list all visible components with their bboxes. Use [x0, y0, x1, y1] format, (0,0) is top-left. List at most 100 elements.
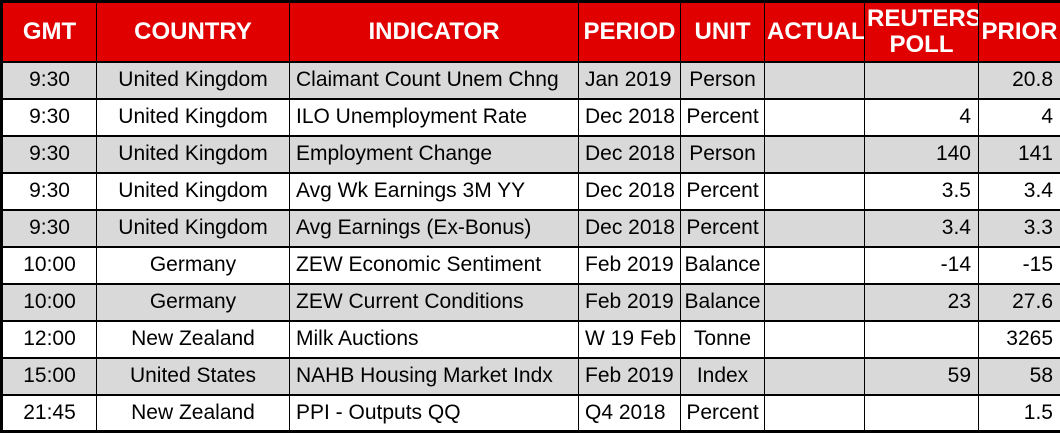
cell-unit: Percent: [681, 173, 765, 210]
cell-gmt: 12:00: [2, 321, 97, 358]
cell-unit: Index: [681, 358, 765, 395]
column-header-period: PERIOD: [579, 2, 681, 62]
column-header-prior: PRIOR: [979, 2, 1060, 62]
cell-indicator: ZEW Economic Sentiment: [290, 247, 579, 284]
table-row: 21:45 New Zealand PPI - Outputs QQ Q4 20…: [2, 395, 1060, 432]
cell-gmt: 9:30: [2, 62, 97, 99]
cell-actual: [765, 358, 865, 395]
cell-reuters-poll: 23: [865, 284, 979, 321]
cell-unit: Person: [681, 62, 765, 99]
cell-prior: 3.3: [979, 210, 1060, 247]
cell-actual: [765, 62, 865, 99]
cell-country: United Kingdom: [97, 136, 290, 173]
table-row: 10:00 Germany ZEW Economic Sentiment Feb…: [2, 247, 1060, 284]
table-row: 9:30 United Kingdom Claimant Count Unem …: [2, 62, 1060, 99]
column-header-reuters-poll: REUTERS POLL: [865, 2, 979, 62]
cell-reuters-poll: [865, 395, 979, 432]
cell-reuters-poll: 3.4: [865, 210, 979, 247]
table-row: 10:00 Germany ZEW Current Conditions Feb…: [2, 284, 1060, 321]
table-row: 9:30 United Kingdom Avg Earnings (Ex-Bon…: [2, 210, 1060, 247]
cell-period: Dec 2018: [579, 173, 681, 210]
column-header-gmt: GMT: [2, 2, 97, 62]
cell-period: Dec 2018: [579, 210, 681, 247]
cell-unit: Person: [681, 136, 765, 173]
cell-prior: -15: [979, 247, 1060, 284]
cell-gmt: 10:00: [2, 247, 97, 284]
column-header-indicator: INDICATOR: [290, 2, 579, 62]
cell-period: Q4 2018: [579, 395, 681, 432]
cell-period: Feb 2019: [579, 284, 681, 321]
cell-gmt: 21:45: [2, 395, 97, 432]
cell-indicator: NAHB Housing Market Indx: [290, 358, 579, 395]
cell-reuters-poll: 4: [865, 99, 979, 136]
table-row: 12:00 New Zealand Milk Auctions W 19 Feb…: [2, 321, 1060, 358]
column-header-actual: ACTUAL: [765, 2, 865, 62]
cell-country: United Kingdom: [97, 210, 290, 247]
header-row: GMT COUNTRY INDICATOR PERIOD UNIT ACTUAL…: [2, 2, 1060, 62]
cell-indicator: ILO Unemployment Rate: [290, 99, 579, 136]
cell-country: Germany: [97, 284, 290, 321]
cell-reuters-poll: 3.5: [865, 173, 979, 210]
cell-period: Dec 2018: [579, 136, 681, 173]
cell-unit: Tonne: [681, 321, 765, 358]
cell-gmt: 10:00: [2, 284, 97, 321]
cell-actual: [765, 136, 865, 173]
cell-gmt: 9:30: [2, 173, 97, 210]
cell-country: United States: [97, 358, 290, 395]
cell-actual: [765, 395, 865, 432]
cell-country: United Kingdom: [97, 62, 290, 99]
cell-indicator: Milk Auctions: [290, 321, 579, 358]
cell-indicator: ZEW Current Conditions: [290, 284, 579, 321]
cell-prior: 27.6: [979, 284, 1060, 321]
cell-reuters-poll: [865, 321, 979, 358]
cell-indicator: Avg Wk Earnings 3M YY: [290, 173, 579, 210]
cell-gmt: 9:30: [2, 210, 97, 247]
cell-period: Feb 2019: [579, 358, 681, 395]
cell-reuters-poll: 140: [865, 136, 979, 173]
column-header-unit: UNIT: [681, 2, 765, 62]
cell-period: Jan 2019: [579, 62, 681, 99]
table-row: 9:30 United Kingdom Employment Change De…: [2, 136, 1060, 173]
cell-country: New Zealand: [97, 395, 290, 432]
cell-actual: [765, 210, 865, 247]
cell-country: United Kingdom: [97, 99, 290, 136]
cell-gmt: 9:30: [2, 136, 97, 173]
cell-actual: [765, 99, 865, 136]
cell-indicator: Avg Earnings (Ex-Bonus): [290, 210, 579, 247]
cell-gmt: 9:30: [2, 99, 97, 136]
cell-prior: 3.4: [979, 173, 1060, 210]
cell-unit: Percent: [681, 99, 765, 136]
cell-unit: Balance: [681, 247, 765, 284]
column-header-country: COUNTRY: [97, 2, 290, 62]
cell-actual: [765, 173, 865, 210]
cell-prior: 1.5: [979, 395, 1060, 432]
cell-country: Germany: [97, 247, 290, 284]
cell-prior: 20.8: [979, 62, 1060, 99]
cell-reuters-poll: 59: [865, 358, 979, 395]
cell-period: Dec 2018: [579, 99, 681, 136]
cell-indicator: Employment Change: [290, 136, 579, 173]
cell-unit: Percent: [681, 210, 765, 247]
cell-prior: 141: [979, 136, 1060, 173]
table-row: 15:00 United States NAHB Housing Market …: [2, 358, 1060, 395]
cell-prior: 4: [979, 99, 1060, 136]
cell-indicator: Claimant Count Unem Chng: [290, 62, 579, 99]
cell-unit: Percent: [681, 395, 765, 432]
table-row: 9:30 United Kingdom Avg Wk Earnings 3M Y…: [2, 173, 1060, 210]
cell-gmt: 15:00: [2, 358, 97, 395]
cell-indicator: PPI - Outputs QQ: [290, 395, 579, 432]
cell-actual: [765, 284, 865, 321]
cell-reuters-poll: -14: [865, 247, 979, 284]
cell-period: Feb 2019: [579, 247, 681, 284]
cell-reuters-poll: [865, 62, 979, 99]
cell-unit: Balance: [681, 284, 765, 321]
cell-country: New Zealand: [97, 321, 290, 358]
cell-actual: [765, 247, 865, 284]
cell-prior: 58: [979, 358, 1060, 395]
cell-actual: [765, 321, 865, 358]
cell-country: United Kingdom: [97, 173, 290, 210]
table-row: 9:30 United Kingdom ILO Unemployment Rat…: [2, 99, 1060, 136]
cell-period: W 19 Feb: [579, 321, 681, 358]
